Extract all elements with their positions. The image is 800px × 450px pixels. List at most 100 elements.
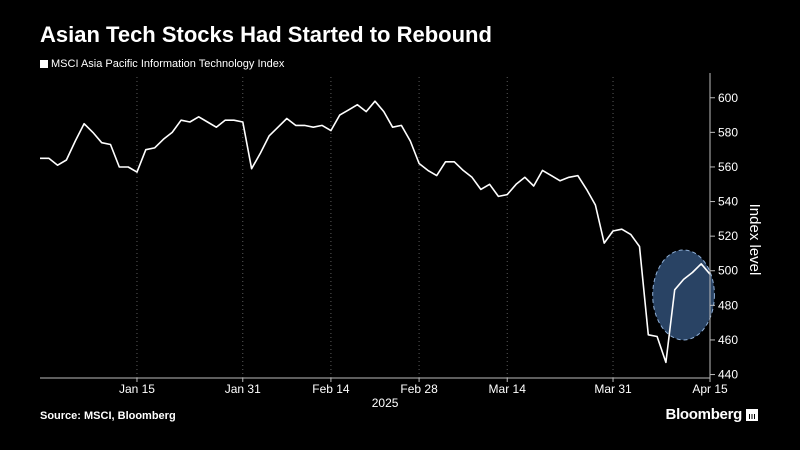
data-point <box>541 169 543 171</box>
data-point <box>418 162 420 164</box>
data-point <box>700 263 702 265</box>
data-point <box>92 131 94 133</box>
data-point <box>330 129 332 131</box>
legend: MSCI Asia Pacific Information Technology… <box>40 58 284 70</box>
y-tick-label: 520 <box>718 229 738 243</box>
data-point <box>145 149 147 151</box>
data-point <box>453 161 455 163</box>
data-point <box>303 124 305 126</box>
rebound-highlight-ellipse <box>652 249 715 341</box>
data-point <box>347 109 349 111</box>
data-point <box>524 176 526 178</box>
data-point <box>691 271 693 273</box>
data-point <box>356 104 358 106</box>
data-point <box>585 188 587 190</box>
data-point <box>127 166 129 168</box>
data-point <box>277 126 279 128</box>
data-point <box>665 361 667 363</box>
data-point <box>682 278 684 280</box>
data-point <box>206 121 208 123</box>
data-point <box>436 174 438 176</box>
x-tick-label: Mar 31 <box>594 382 632 396</box>
data-point <box>365 110 367 112</box>
data-point <box>242 121 244 123</box>
y-tick-label: 600 <box>718 91 738 105</box>
data-point <box>647 334 649 336</box>
data-point <box>577 174 579 176</box>
data-point <box>39 157 41 159</box>
x-year-label: 2025 <box>372 396 399 410</box>
data-point <box>383 110 385 112</box>
data-point <box>400 124 402 126</box>
data-point <box>488 183 490 185</box>
data-point <box>312 126 314 128</box>
data-point <box>215 126 217 128</box>
brand-logo: Bloomberg <box>666 406 758 423</box>
data-point <box>603 242 605 244</box>
data-point <box>153 147 155 149</box>
data-point <box>83 123 85 125</box>
data-point <box>250 168 252 170</box>
data-point <box>559 180 561 182</box>
data-point <box>180 119 182 121</box>
data-point <box>462 169 464 171</box>
y-tick-label: 480 <box>718 298 738 312</box>
data-point <box>224 119 226 121</box>
data-point <box>506 193 508 195</box>
bloomberg-terminal-icon <box>746 408 758 421</box>
data-point <box>427 169 429 171</box>
y-tick-label: 540 <box>718 195 738 209</box>
y-tick-label: 500 <box>718 264 738 278</box>
x-tick-label: Feb 14 <box>312 382 350 396</box>
data-point <box>321 124 323 126</box>
data-point <box>374 100 376 102</box>
data-point <box>259 152 261 154</box>
data-point <box>101 142 103 144</box>
series-line-msci-asia-pacific-it <box>40 100 711 364</box>
data-point <box>533 185 535 187</box>
data-point <box>621 228 623 230</box>
chart-title: Asian Tech Stocks Had Started to Rebound <box>40 22 492 47</box>
data-point <box>74 140 76 142</box>
data-point <box>612 230 614 232</box>
legend-swatch <box>40 60 48 68</box>
y-axis-title: Index level <box>746 204 763 276</box>
legend-label: MSCI Asia Pacific Information Technology… <box>51 58 285 70</box>
data-point <box>109 143 111 145</box>
highlight-region <box>652 249 715 341</box>
x-tick-label: Mar 14 <box>489 382 527 396</box>
x-tick-label: Jan 15 <box>119 382 155 396</box>
data-point <box>48 157 50 159</box>
data-point <box>198 116 200 118</box>
data-point <box>480 188 482 190</box>
x-tick-label: Jan 31 <box>225 382 261 396</box>
y-tick-label: 560 <box>718 160 738 174</box>
x-tick-label: Apr 15 <box>692 382 728 396</box>
data-point <box>233 119 235 121</box>
data-point <box>162 138 164 140</box>
data-point <box>444 161 446 163</box>
data-point <box>339 114 341 116</box>
axes: 440 460 480 500 520 540 560 580 600 Jan 15 Jan 31 F… <box>40 73 763 410</box>
source-note: Source: MSCI, Bloomberg <box>40 410 176 422</box>
y-tick-label: 460 <box>718 333 738 347</box>
data-point <box>286 117 288 119</box>
data-point <box>136 171 138 173</box>
data-point <box>594 204 596 206</box>
y-tick-label: 440 <box>718 368 738 382</box>
data-point <box>295 124 297 126</box>
data-point <box>638 245 640 247</box>
data-point <box>118 166 120 168</box>
data-point <box>471 176 473 178</box>
data-point <box>497 195 499 197</box>
data-point <box>56 164 58 166</box>
data-point <box>630 233 632 235</box>
data-point <box>409 140 411 142</box>
data-point <box>568 176 570 178</box>
x-tick-label: Feb 28 <box>400 382 438 396</box>
data-point <box>171 131 173 133</box>
data-point <box>189 121 191 123</box>
data-point <box>656 335 658 337</box>
data-point <box>515 183 517 185</box>
y-tick-label: 580 <box>718 125 738 139</box>
